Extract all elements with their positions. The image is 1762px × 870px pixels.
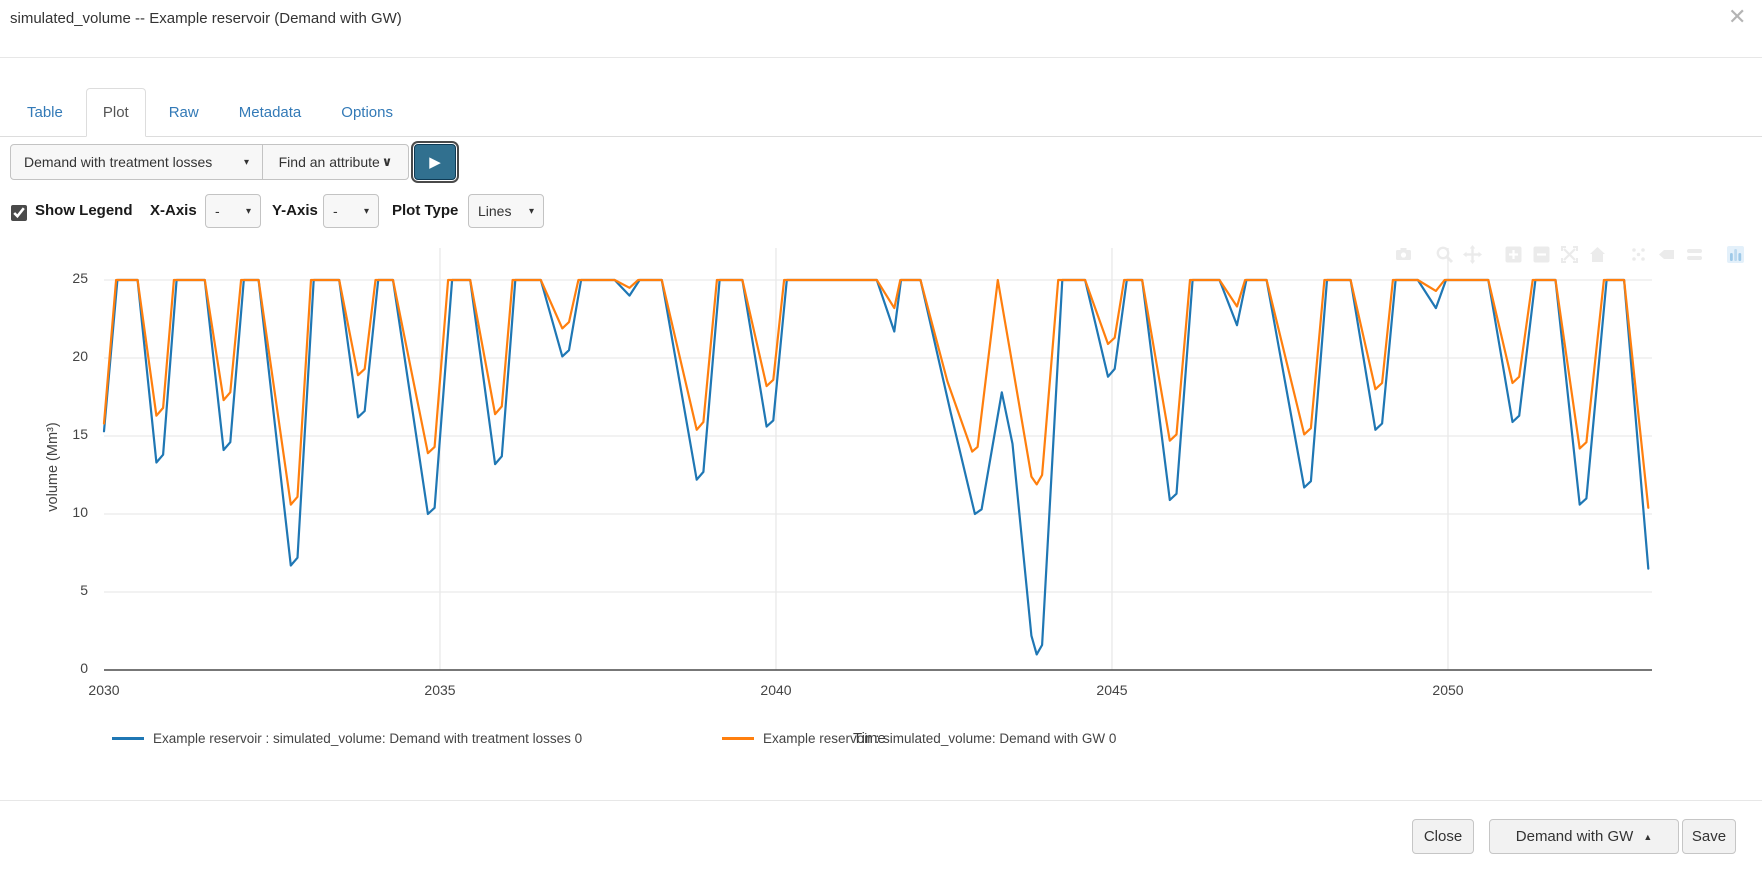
tab-options[interactable]: Options	[341, 103, 393, 121]
plot-type-label: Plot Type	[392, 202, 459, 219]
play-icon: ▶	[429, 154, 441, 171]
legend-label: Example reservoir : simulated_volume: De…	[153, 731, 583, 746]
chevron-down-icon: ∨	[381, 154, 393, 169]
show-legend-label: Show Legend	[35, 202, 133, 219]
close-button[interactable]: Close	[1412, 819, 1474, 854]
zoom-out-icon[interactable]	[1532, 245, 1551, 264]
x-tick-label: 2040	[760, 682, 792, 698]
caret-down-icon: ▾	[363, 205, 369, 217]
chart-plot-area[interactable]	[0, 240, 1762, 680]
x-axis-value: -	[215, 203, 220, 219]
scenario-select-label: Demand with GW	[1515, 828, 1634, 845]
modal-title: simulated_volume -- Example reservoir (D…	[10, 10, 402, 27]
legend-label: Example reservoir : simulated_volume: De…	[763, 731, 1117, 746]
camera-icon[interactable]	[1394, 245, 1413, 264]
toggle-spikelines-icon[interactable]	[1685, 245, 1704, 264]
pan-icon[interactable]	[1463, 245, 1482, 264]
x-axis-label: X-Axis	[150, 202, 197, 219]
y-axis-label: Y-Axis	[272, 202, 318, 219]
scenario-dropdown[interactable]: Demand with treatment losses ▾	[10, 144, 263, 180]
autoscale-icon[interactable]	[1560, 245, 1579, 264]
x-tick-label: 2050	[1432, 682, 1464, 698]
y-tick-label: 15	[72, 426, 88, 442]
x-axis-dropdown[interactable]: - ▾	[205, 194, 261, 228]
plot-run-button[interactable]: ▶	[414, 144, 456, 180]
y-axis-title: volume (Mm³)	[45, 422, 61, 512]
y-tick-label: 25	[72, 270, 88, 286]
caret-down-icon: ▾	[243, 156, 249, 168]
zoom-in-icon[interactable]	[1504, 245, 1523, 264]
x-tick-label: 2030	[88, 682, 120, 698]
legend-item[interactable]: Example reservoir : simulated_volume: De…	[112, 731, 582, 746]
scenario-dropdown-value: Demand with treatment losses	[24, 154, 213, 170]
attribute-dropdown[interactable]: Find an attribute ∨	[262, 144, 409, 180]
legend-item[interactable]: Example reservoir : simulated_volume: De…	[722, 731, 1116, 746]
y-axis-dropdown[interactable]: - ▾	[323, 194, 379, 228]
attribute-dropdown-value: Find an attribute	[278, 154, 380, 170]
y-tick-label: 0	[80, 660, 88, 676]
plot-type-dropdown[interactable]: Lines ▾	[468, 194, 544, 228]
tab-raw[interactable]: Raw	[168, 103, 199, 121]
reset-axes-home-icon[interactable]	[1588, 245, 1607, 264]
tab-table[interactable]: Table	[27, 103, 63, 121]
y-tick-label: 20	[72, 348, 88, 364]
legend-line-swatch-blue	[112, 737, 144, 740]
x-tick-label: 2035	[424, 682, 456, 698]
save-button[interactable]: Save	[1682, 819, 1736, 854]
y-tick-label: 5	[80, 582, 88, 598]
header-divider	[0, 57, 1762, 58]
legend-line-swatch-orange	[722, 737, 754, 740]
series-line-1	[102, 278, 1650, 509]
caret-down-icon: ▾	[245, 205, 251, 217]
caret-down-icon: ▾	[528, 205, 534, 217]
x-tick-label: 2045	[1096, 682, 1128, 698]
footer-divider	[0, 800, 1762, 801]
hover-compare-icon[interactable]	[1657, 245, 1676, 264]
tab-bar: Table Plot Raw Metadata Options	[10, 87, 416, 137]
plotly-logo-icon[interactable]	[1726, 245, 1745, 264]
y-tick-label: 10	[72, 504, 88, 520]
plot-type-value: Lines	[478, 203, 512, 219]
close-icon[interactable]: ✕	[1728, 4, 1747, 29]
caret-up-icon: ▲	[1643, 831, 1653, 842]
y-axis-value: -	[333, 203, 338, 219]
tab-plot[interactable]: Plot	[85, 87, 146, 137]
tab-metadata[interactable]: Metadata	[238, 103, 302, 121]
scenario-select-button[interactable]: Demand with GW ▲	[1489, 819, 1679, 854]
series-line-0	[102, 278, 1650, 656]
show-legend-checkbox[interactable]	[11, 205, 27, 221]
hover-closest-icon[interactable]	[1629, 245, 1648, 264]
x-axis-title: Time	[853, 730, 886, 747]
tab-bar-border	[0, 136, 1762, 137]
